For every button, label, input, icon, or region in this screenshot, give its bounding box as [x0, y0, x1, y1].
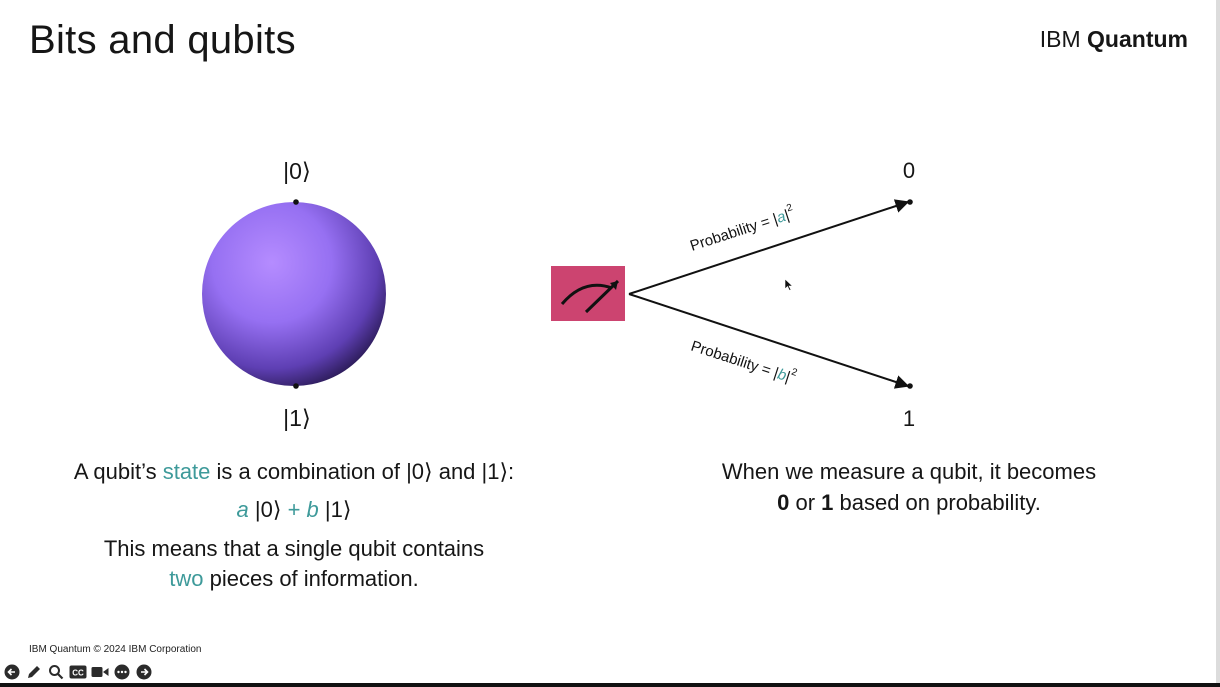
probability-b-label: Probability = |b|2: [689, 335, 799, 388]
captions-button[interactable]: CC: [69, 663, 87, 681]
svg-text:CC: CC: [72, 669, 84, 678]
pen-icon: [28, 666, 40, 678]
info-caption-line: This means that a single qubit contains: [103, 536, 485, 561]
pen-button[interactable]: [25, 663, 43, 681]
measure-caption-line-2: 0 or 1 based on probability.: [777, 490, 1041, 515]
sphere-bottom-pole: [293, 383, 299, 389]
captions-icon: CC: [69, 665, 87, 679]
measure-caption-line: When we measure a qubit, it becomes: [721, 459, 1097, 484]
arrow-to-zero: [628, 199, 910, 295]
sphere-top-pole: [293, 199, 299, 205]
sphere-body: [202, 202, 386, 386]
meter-needle-tip: [610, 281, 618, 290]
meter-arc: [560, 283, 613, 305]
measurement-box: [551, 266, 625, 321]
ket-zero-label: |0⟩: [283, 158, 311, 184]
two-highlight: two: [169, 566, 204, 591]
state-caption-line: A qubit’s state is a combination of |0⟩ …: [73, 459, 515, 484]
arrow-to-one: [628, 293, 910, 389]
brand-logo: IBM Quantum: [1040, 26, 1188, 53]
more-icon: [114, 664, 130, 680]
next-slide-button[interactable]: [135, 663, 153, 681]
previous-icon: [4, 664, 20, 680]
qubit-sphere: [202, 199, 386, 389]
next-icon: [136, 664, 152, 680]
copyright-footer: IBM Quantum © 2024 IBM Corporation: [29, 644, 202, 655]
video-button[interactable]: [91, 663, 109, 681]
window-edge: [1216, 0, 1220, 687]
video-icon: [91, 667, 109, 677]
brand-bold: Quantum: [1087, 26, 1188, 52]
bottom-bar: [0, 683, 1220, 687]
meter-needle: [584, 279, 620, 314]
outcome-one-label: 1: [902, 406, 916, 431]
zoom-icon: [49, 665, 64, 680]
presenter-toolbar: CC: [3, 662, 153, 682]
state-highlight: state: [162, 459, 211, 484]
brand-prefix: IBM: [1039, 26, 1081, 52]
outcome-one-dot: [907, 383, 913, 389]
page-title: Bits and qubits: [29, 18, 296, 62]
ket-one-label: |1⟩: [283, 405, 311, 431]
previous-slide-button[interactable]: [3, 663, 21, 681]
zoom-button[interactable]: [47, 663, 65, 681]
info-caption-line-2: two pieces of information.: [169, 566, 419, 591]
more-options-button[interactable]: [113, 663, 131, 681]
mouse-cursor-icon: [784, 278, 794, 291]
probability-a-label: Probability = |a|2: [687, 202, 797, 255]
state-formula: a |0⟩ + b |1⟩: [236, 497, 352, 522]
measurement-diagram: Probability = |a|2 Probability = |b|2: [551, 199, 913, 389]
outcome-zero-dot: [907, 199, 913, 205]
outcome-zero-label: 0: [902, 158, 916, 183]
